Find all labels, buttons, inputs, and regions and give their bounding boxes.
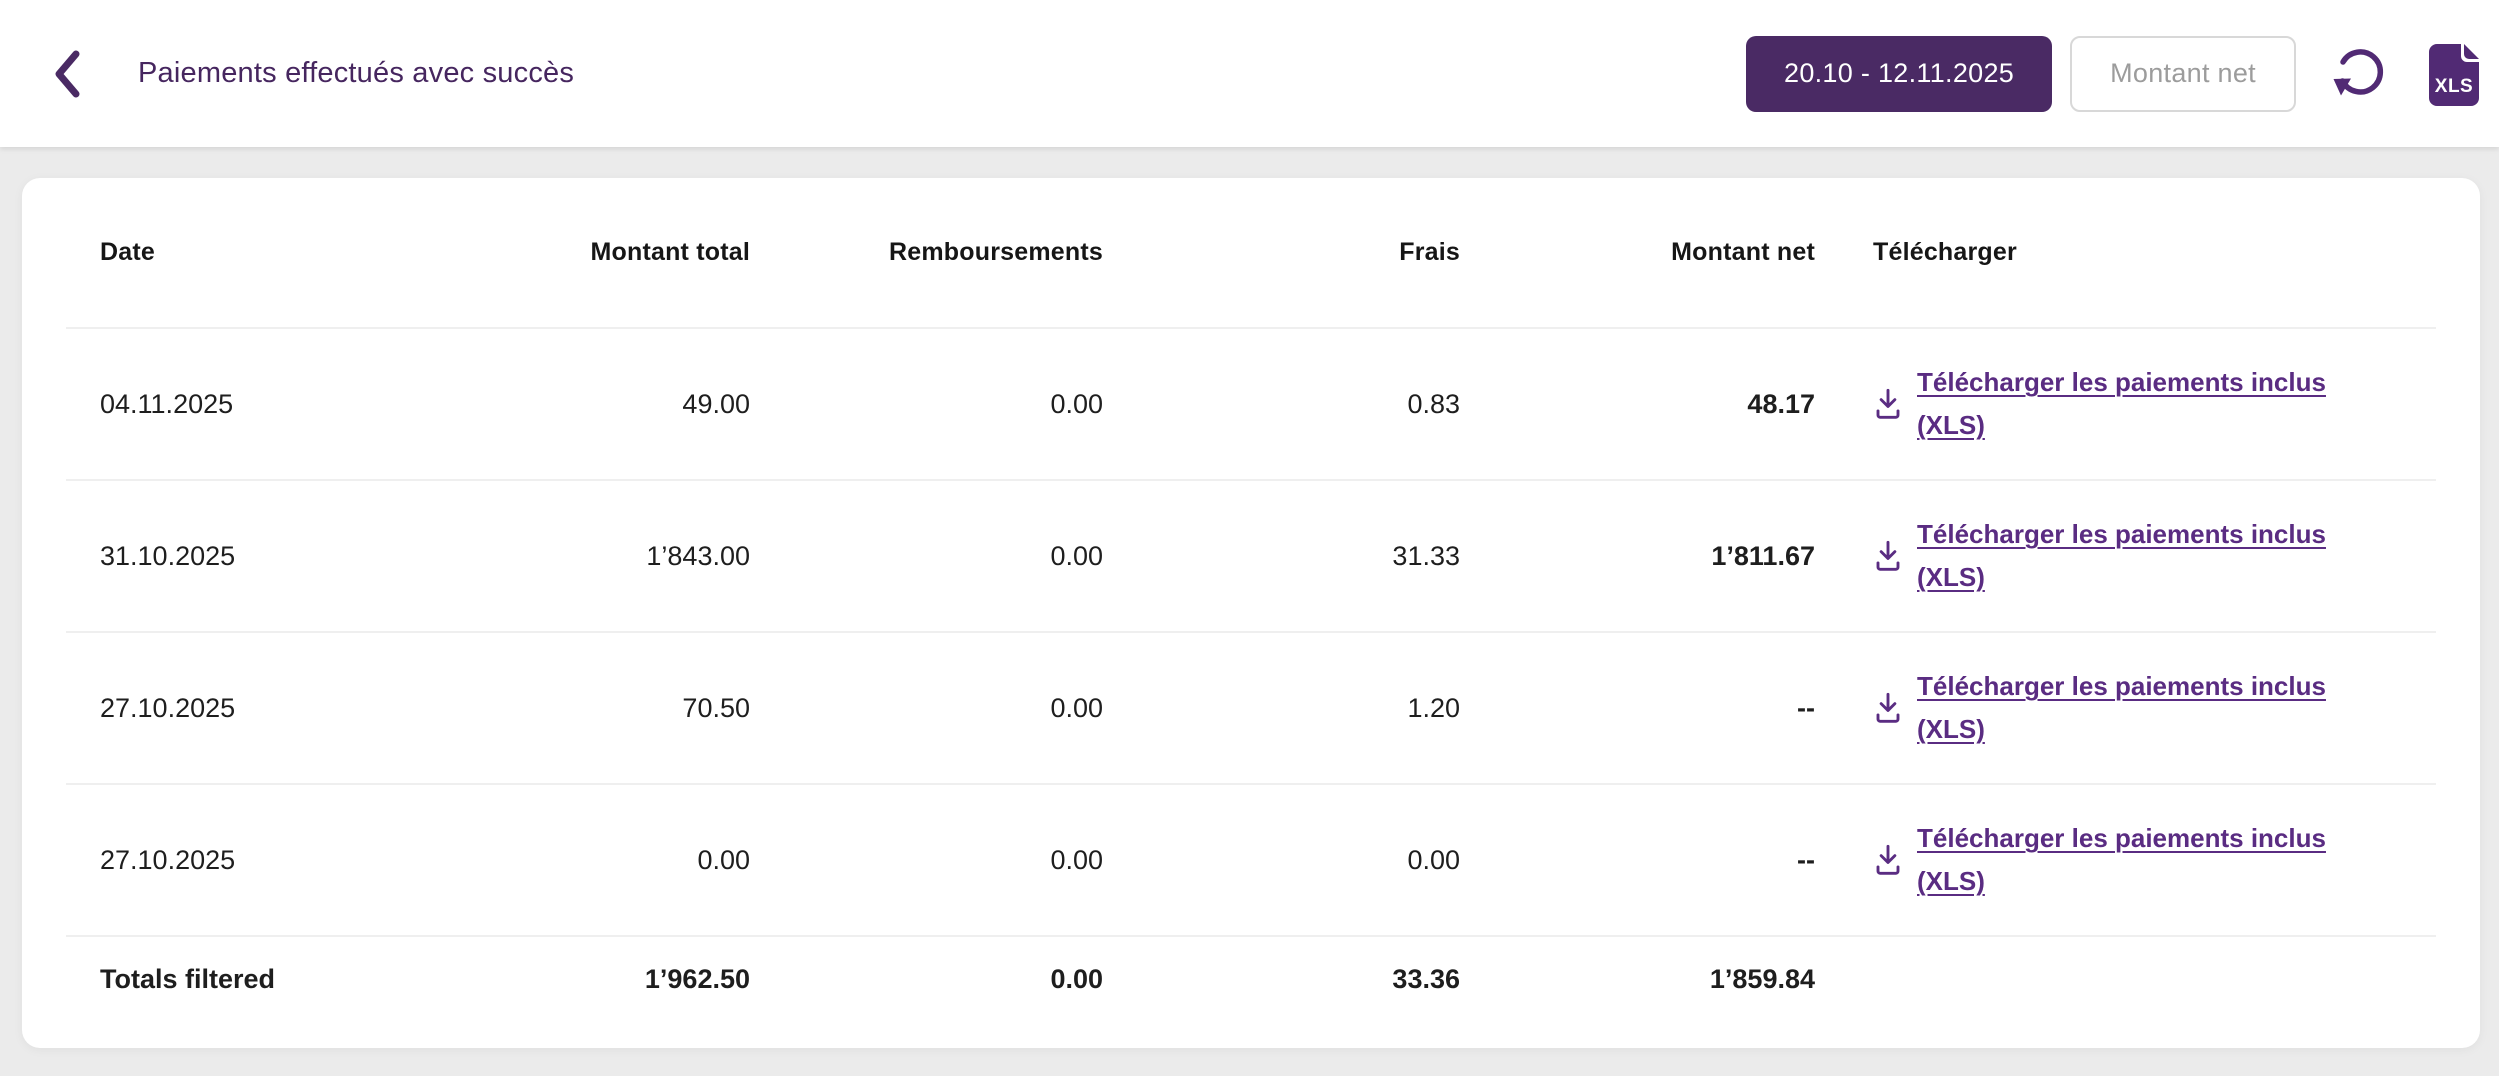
download-payments-xls-link[interactable]: Télécharger les paiements inclus (XLS) <box>1873 665 2436 751</box>
column-header-telecharger: Télécharger <box>1873 238 2017 266</box>
download-payments-xls-link[interactable]: Télécharger les paiements inclus (XLS) <box>1873 513 2436 599</box>
app: Paiements effectués avec succès 20.10 - … <box>0 0 2499 1048</box>
totals-row: Totals filtered 1’962.50 0.00 33.36 1’85… <box>66 936 2436 1048</box>
payments-card: Date Montant total Remboursements Frais … <box>22 178 2480 1048</box>
download-payments-xls-link[interactable]: Télécharger les paiements inclus (XLS) <box>1873 361 2436 447</box>
cell-remboursements: 0.00 <box>1050 692 1103 723</box>
column-header-frais: Frais <box>1399 238 1460 266</box>
xls-badge-text: XLS <box>2435 76 2473 97</box>
download-icon <box>1873 539 1903 573</box>
cell-remboursements: 0.00 <box>1050 844 1103 875</box>
cell-remboursements: 0.00 <box>1050 388 1103 419</box>
payments-table: Date Montant total Remboursements Frais … <box>66 178 2436 1048</box>
column-header-date: Date <box>100 238 155 266</box>
table-row: 27.10.2025 0.00 0.00 0.00 -- <box>66 784 2436 936</box>
download-link-label: Télécharger les paiements inclus (XLS) <box>1917 823 2326 896</box>
xls-file-icon: XLS <box>2429 43 2479 106</box>
download-icon <box>1873 691 1903 725</box>
cell-montant-total: 70.50 <box>682 692 750 723</box>
cell-montant-total: 0.00 <box>697 844 750 875</box>
totals-montant-total: 1’962.50 <box>644 964 750 994</box>
download-icon <box>1873 843 1903 877</box>
totals-empty-cell <box>1815 936 2436 1048</box>
cell-frais: 31.33 <box>1392 540 1460 571</box>
download-link-label: Télécharger les paiements inclus (XLS) <box>1917 519 2326 592</box>
back-arrow-icon <box>55 50 80 97</box>
column-header-montant-total: Montant total <box>590 238 750 266</box>
download-link-label: Télécharger les paiements inclus (XLS) <box>1917 367 2326 440</box>
net-amount-filter-button[interactable]: Montant net <box>2070 35 2296 112</box>
table-header-row: Date Montant total Remboursements Frais … <box>66 178 2436 328</box>
cell-montant-total: 49.00 <box>682 388 750 419</box>
totals-remboursements: 0.00 <box>1050 964 1103 994</box>
table-row: 04.11.2025 49.00 0.00 0.83 48.17 <box>66 328 2436 480</box>
totals-montant-net: 1’859.84 <box>1709 964 1815 994</box>
cell-montant-net: -- <box>1797 692 1815 723</box>
download-payments-xls-link[interactable]: Télécharger les paiements inclus (XLS) <box>1873 817 2436 903</box>
column-header-montant-net: Montant net <box>1671 238 1815 266</box>
totals-label: Totals filtered <box>100 964 276 994</box>
cell-date: 31.10.2025 <box>100 540 236 571</box>
cell-date: 04.11.2025 <box>100 388 234 419</box>
cell-date: 27.10.2025 <box>100 844 236 875</box>
table-row: 31.10.2025 1’843.00 0.00 31.33 1’811.67 <box>66 480 2436 632</box>
cell-montant-net: 48.17 <box>1747 388 1815 419</box>
date-range-button[interactable]: 20.10 - 12.11.2025 <box>1746 35 2053 112</box>
download-link-label: Télécharger les paiements inclus (XLS) <box>1917 671 2326 744</box>
xls-export-button[interactable]: XLS <box>2426 41 2482 107</box>
cell-montant-net: 1’811.67 <box>1711 540 1815 571</box>
main-content: Date Montant total Remboursements Frais … <box>0 147 2499 1048</box>
cell-montant-total: 1’843.00 <box>646 540 750 571</box>
cell-frais: 0.83 <box>1407 388 1460 419</box>
back-button[interactable] <box>52 48 82 100</box>
refresh-button[interactable] <box>2328 45 2386 103</box>
topbar: Paiements effectués avec succès 20.10 - … <box>0 0 2499 147</box>
cell-montant-net: -- <box>1797 844 1815 875</box>
cell-remboursements: 0.00 <box>1050 540 1103 571</box>
column-header-remboursements: Remboursements <box>889 238 1103 266</box>
cell-date: 27.10.2025 <box>100 692 236 723</box>
refresh-icon <box>2333 48 2384 95</box>
download-icon <box>1873 387 1903 421</box>
totals-frais: 33.36 <box>1392 964 1460 994</box>
cell-frais: 0.00 <box>1407 844 1460 875</box>
table-row: 27.10.2025 70.50 0.00 1.20 -- <box>66 632 2436 784</box>
cell-frais: 1.20 <box>1407 692 1460 723</box>
page-title: Paiements effectués avec succès <box>138 57 575 89</box>
